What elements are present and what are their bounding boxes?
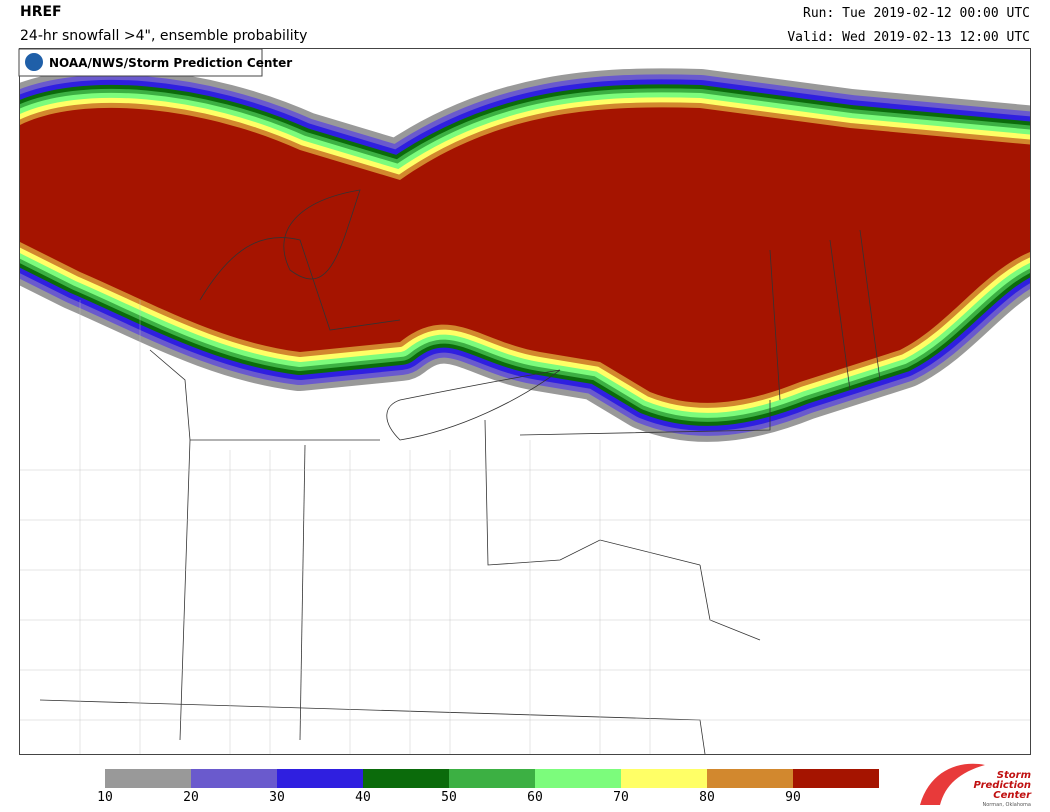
legend-tick-label: 90 bbox=[785, 790, 801, 805]
legend: 10 20 30 40 50 60 70 80 90 bbox=[97, 769, 879, 805]
legend-swatch bbox=[277, 769, 363, 788]
product-title: 24-hr snowfall >4", ensemble probability bbox=[20, 28, 307, 44]
legend-swatch bbox=[363, 769, 449, 788]
probability-core bbox=[20, 107, 1030, 403]
noaa-emblem bbox=[23, 51, 45, 73]
legend-tick-label: 10 bbox=[97, 790, 113, 805]
run-time: Run: Tue 2019-02-12 00:00 UTC bbox=[803, 6, 1030, 21]
legend-tick-label: 30 bbox=[269, 790, 285, 805]
legend-swatch bbox=[707, 769, 793, 788]
logo-place: Norman, Oklahoma bbox=[983, 802, 1032, 808]
logo-line2: Prediction bbox=[974, 780, 1031, 791]
logo-line1: Storm bbox=[997, 770, 1031, 781]
valid-time: Valid: Wed 2019-02-13 12:00 UTC bbox=[787, 30, 1030, 45]
legend-swatch bbox=[621, 769, 707, 788]
legend-tick-label: 70 bbox=[613, 790, 629, 805]
badge-box bbox=[18, 48, 263, 77]
map bbox=[19, 48, 1030, 754]
legend-tick-label: 40 bbox=[355, 790, 371, 805]
snow-probability-field bbox=[19, 68, 1030, 442]
spc-logo: Storm Prediction Center Norman, Oklahoma bbox=[920, 763, 1032, 808]
boundaries bbox=[39, 189, 881, 754]
legend-tick-label: 20 bbox=[183, 790, 199, 805]
logo-line3: Center bbox=[993, 790, 1032, 801]
legend-swatch bbox=[191, 769, 277, 788]
badge-text: NOAA/NWS/Storm Prediction Center bbox=[49, 56, 292, 70]
agency-badge: NOAA/NWS/Storm Prediction Center bbox=[18, 48, 292, 77]
legend-swatch bbox=[449, 769, 535, 788]
legend-swatch bbox=[535, 769, 621, 788]
logo-swoosh bbox=[920, 763, 985, 805]
legend-tick-label: 60 bbox=[527, 790, 543, 805]
legend-swatch bbox=[105, 769, 191, 788]
legend-tick-label: 50 bbox=[441, 790, 457, 805]
map-frame bbox=[19, 48, 1031, 755]
county-lines bbox=[19, 300, 1030, 754]
legend-tick-label: 80 bbox=[699, 790, 715, 805]
legend-swatch bbox=[793, 769, 879, 788]
model-name: HREF bbox=[20, 4, 62, 20]
